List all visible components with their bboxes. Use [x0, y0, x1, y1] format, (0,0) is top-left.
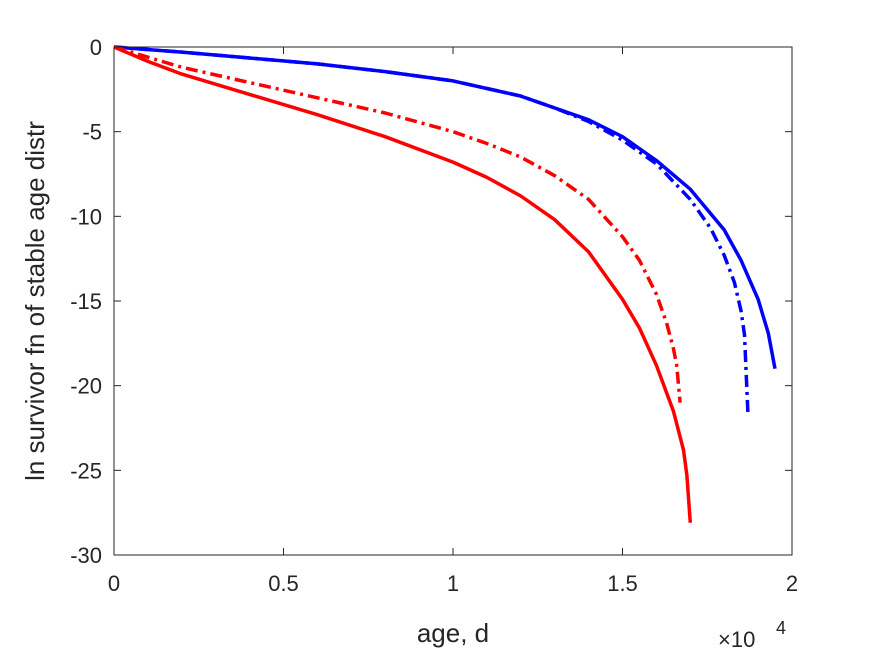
series-line-4	[113, 45, 693, 523]
y-axis-label: ln survivor fn of stable age distr	[20, 121, 50, 481]
y-tick-label-5: -25	[70, 458, 102, 483]
x-tick-label-0: 0	[108, 571, 120, 596]
x-tick-label-1: 0.5	[268, 571, 299, 596]
series-line-2	[113, 45, 750, 413]
x-axis-multiplier-exponent: 4	[776, 618, 786, 638]
x-axis-label: age, d	[417, 618, 489, 648]
y-tick-label-4: -20	[70, 374, 102, 399]
series-lines	[113, 45, 777, 523]
axis-tick-labels: 0 0.5 1 1.5 2 0 -5 -10 -15 -20 -25 -30	[70, 35, 798, 596]
x-tick-label-3: 1.5	[607, 571, 638, 596]
x-tick-label-4: 2	[786, 571, 798, 596]
y-tick-label-6: -30	[70, 543, 102, 568]
y-tick-label-2: -10	[70, 204, 102, 229]
series-line-1	[113, 45, 777, 370]
axis-ticks	[113, 46, 793, 556]
y-tick-label-0: 0	[90, 35, 102, 60]
y-tick-label-1: -5	[82, 120, 102, 145]
y-tick-label-3: -15	[70, 289, 102, 314]
x-tick-label-2: 1	[447, 571, 459, 596]
series-line-3	[113, 45, 682, 403]
x-axis-multiplier: ×10	[718, 627, 755, 652]
